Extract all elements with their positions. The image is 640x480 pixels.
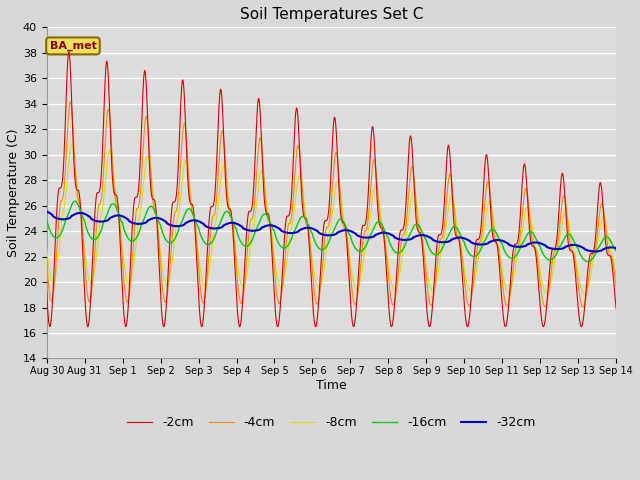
-2cm xyxy=(46,324,54,329)
-4cm xyxy=(578,303,586,309)
-16cm xyxy=(584,259,591,264)
-32cm xyxy=(578,244,586,250)
Line: -8cm: -8cm xyxy=(47,145,616,294)
-2cm xyxy=(65,49,73,55)
-16cm xyxy=(43,216,51,222)
-8cm xyxy=(43,245,51,251)
Title: Soil Temperatures Set C: Soil Temperatures Set C xyxy=(240,7,423,22)
Line: -32cm: -32cm xyxy=(47,211,616,252)
-8cm xyxy=(562,209,570,215)
-32cm xyxy=(497,238,505,243)
-2cm xyxy=(579,323,586,328)
-8cm xyxy=(497,260,505,266)
-8cm xyxy=(68,143,76,148)
-8cm xyxy=(578,288,586,293)
-32cm xyxy=(591,249,599,254)
Line: -2cm: -2cm xyxy=(47,52,616,326)
-4cm xyxy=(43,257,51,263)
-16cm xyxy=(361,245,369,251)
-8cm xyxy=(612,273,620,279)
-32cm xyxy=(202,223,209,229)
-16cm xyxy=(202,241,209,247)
-16cm xyxy=(497,240,505,246)
Line: -4cm: -4cm xyxy=(47,102,616,307)
-2cm xyxy=(361,222,369,228)
-4cm xyxy=(497,268,505,274)
-8cm xyxy=(348,272,356,277)
Legend: -2cm, -4cm, -8cm, -16cm, -32cm: -2cm, -4cm, -8cm, -16cm, -32cm xyxy=(122,411,541,434)
-2cm xyxy=(43,288,51,294)
-2cm xyxy=(612,306,620,312)
-8cm xyxy=(580,291,588,297)
-16cm xyxy=(348,239,356,245)
-8cm xyxy=(361,248,369,254)
-2cm xyxy=(349,320,356,325)
-4cm xyxy=(612,284,620,290)
-4cm xyxy=(202,289,209,295)
-2cm xyxy=(497,292,505,298)
-16cm xyxy=(71,198,79,204)
-2cm xyxy=(563,217,570,223)
-32cm xyxy=(612,245,620,251)
-4cm xyxy=(562,203,570,208)
-16cm xyxy=(562,233,570,239)
-4cm xyxy=(361,228,369,234)
-4cm xyxy=(579,304,587,310)
-16cm xyxy=(578,254,586,260)
-32cm xyxy=(562,244,570,250)
-32cm xyxy=(360,235,368,240)
-16cm xyxy=(612,248,620,254)
-4cm xyxy=(348,288,356,294)
Text: BA_met: BA_met xyxy=(49,41,97,51)
Y-axis label: Soil Temperature (C): Soil Temperature (C) xyxy=(7,129,20,257)
-4cm xyxy=(67,99,74,105)
-2cm xyxy=(202,273,210,278)
X-axis label: Time: Time xyxy=(316,379,347,392)
-32cm xyxy=(43,208,51,214)
-32cm xyxy=(348,229,356,235)
Line: -16cm: -16cm xyxy=(47,201,616,262)
-8cm xyxy=(202,282,209,288)
